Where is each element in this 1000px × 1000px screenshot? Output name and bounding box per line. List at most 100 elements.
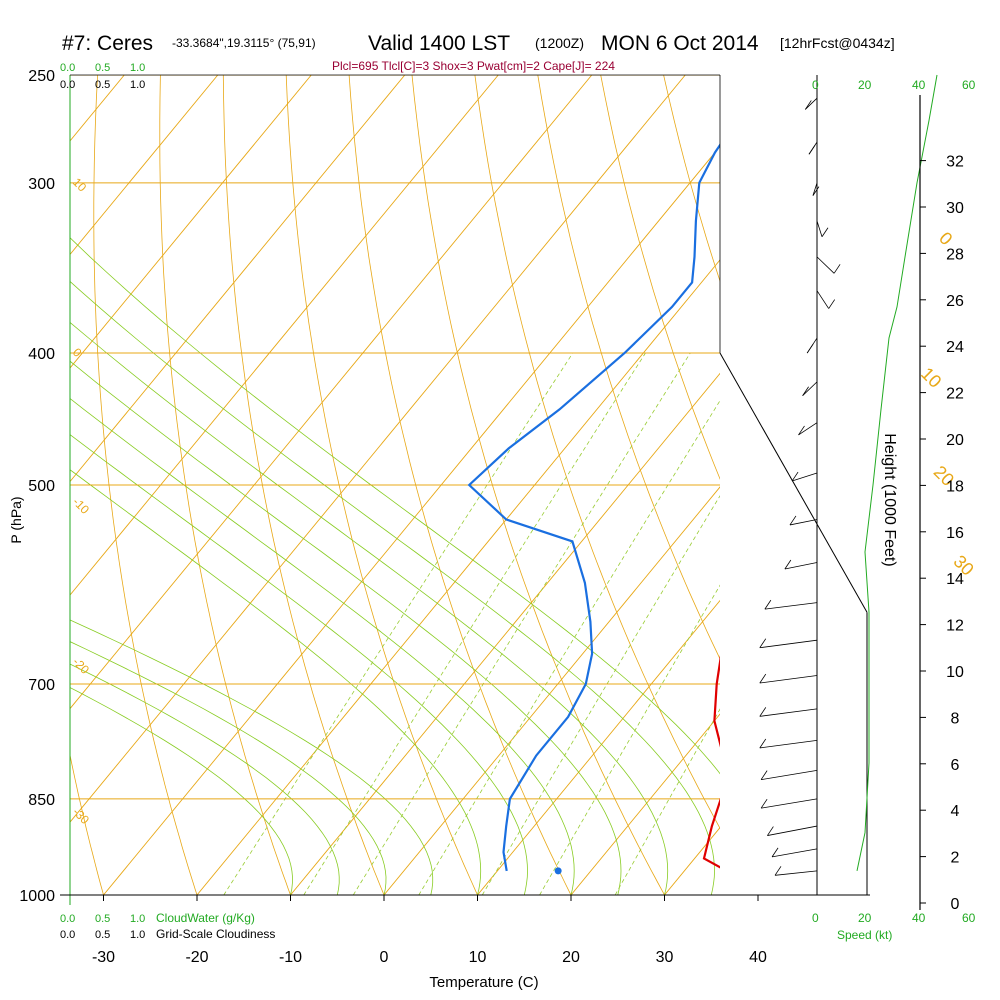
moist-adiabat-line — [70, 687, 293, 895]
y-axis-label: P (hPa) — [8, 496, 24, 543]
moist-adiabat-line — [70, 619, 434, 895]
wind-barb-flag — [789, 515, 797, 526]
cloud-tick-top-green-0: 0.0 — [60, 62, 75, 74]
mixing-ratio-label: 2 — [304, 900, 320, 916]
speed-tick-top-1: 20 — [858, 78, 872, 92]
height-tick-label: 12 — [946, 618, 964, 635]
mixing-ratio-line — [539, 584, 720, 895]
x-tick-label: 10 — [469, 949, 487, 966]
x-tick-label: 30 — [656, 949, 674, 966]
wind-barb — [816, 290, 830, 309]
height-tick-label: 6 — [951, 757, 960, 774]
cloud-tick-top-green-1: 0.5 — [95, 62, 110, 74]
speed-tick-bottom-0: 0 — [812, 911, 819, 925]
pressure-tick-label: 700 — [28, 677, 55, 694]
mixing-ratio-line — [223, 352, 574, 895]
dry-adiabat-line — [600, 75, 720, 480]
cloud-tick-top-black-2: 1.0 — [130, 79, 145, 91]
wind-barb — [791, 472, 818, 482]
wind-barb-flag — [812, 186, 820, 196]
isotherm-label: 10 — [917, 363, 945, 391]
mixing-ratio-line — [481, 495, 720, 895]
speed-tick-bottom-1: 20 — [858, 911, 872, 925]
dry-adiabat-line — [474, 75, 720, 830]
x-axis-label: Temperature (C) — [429, 974, 538, 991]
mixing-ratio-line — [418, 399, 720, 895]
cloud-tick-bottom-green-2: 1.0 — [130, 913, 145, 925]
wind-barb-flag — [764, 599, 772, 610]
forecast-label: [12hrFcst@0434z] — [780, 35, 895, 51]
isotherm-line — [70, 75, 312, 369]
wind-barb-flag — [808, 145, 816, 155]
isotherm-line — [0, 75, 31, 895]
speed-label: Speed (kt) — [837, 928, 892, 942]
moist-adiabat-line — [70, 237, 720, 775]
height-tick-label: 10 — [946, 664, 964, 681]
moist-adiabat-line — [70, 321, 669, 895]
wind-barb-flag — [759, 673, 767, 684]
mixing-ratio-label: 5 — [420, 900, 436, 916]
wind-barb-flag — [802, 386, 809, 396]
x-tick-label: -20 — [185, 949, 208, 966]
mixing-ratio-label: 8 — [482, 900, 498, 916]
mixing-ratio-line — [352, 352, 691, 895]
pressure-tick-label: 250 — [28, 68, 55, 85]
wind-barb-flag — [821, 227, 829, 237]
x-tick-label: -10 — [279, 949, 302, 966]
cloudwater-label: CloudWater (g/Kg) — [156, 911, 255, 925]
wind-barb-flag — [759, 638, 767, 648]
height-tick-label: 14 — [946, 571, 964, 588]
height-tick-label: 8 — [951, 710, 960, 727]
x-tick-label: -30 — [92, 949, 115, 966]
isotherm-line — [477, 599, 720, 895]
x-tick-label: 40 — [749, 949, 767, 966]
wind-barb-flag — [784, 559, 792, 570]
isotherm-label: -30 — [70, 805, 92, 827]
speed-tick-top-0: 0 — [812, 78, 819, 92]
date-label: MON 6 Oct 2014 — [601, 32, 759, 55]
wind-barb — [816, 256, 835, 274]
dry-adiabat-line — [411, 75, 665, 895]
mixing-ratio-label: 12 — [540, 895, 561, 916]
height-tick-label: 2 — [951, 850, 960, 867]
pressure-tick-label: 300 — [28, 176, 55, 193]
wind-barb — [771, 848, 818, 858]
moist-adiabat-line — [70, 360, 622, 895]
pressure-tick-label: 400 — [28, 346, 55, 363]
x-tick-label: 0 — [380, 949, 389, 966]
isotherm-label: -10 — [70, 495, 92, 517]
isotherm-line — [383, 486, 720, 895]
station-coords: -33.3684",19.3115° (75,91) — [172, 36, 316, 50]
wind-barb — [767, 825, 818, 836]
wind-barb-flag — [798, 425, 805, 436]
pressure-tick-label: 1000 — [19, 888, 55, 905]
wind-barb — [761, 769, 818, 781]
height-tick-label: 26 — [946, 293, 964, 310]
wind-barb — [761, 798, 818, 809]
cloud-tick-bottom-black-2: 1.0 — [130, 929, 145, 941]
moist-adiabat-line — [70, 280, 715, 895]
wind-barb-flag — [760, 798, 768, 809]
wind-barb-flag — [833, 264, 841, 274]
series-layer — [467, 143, 720, 875]
mixing-ratio-label: 3 — [356, 900, 372, 916]
cloud-tick-bottom-black-1: 0.5 — [95, 929, 110, 941]
wind-barb — [805, 97, 818, 110]
wind-barb — [802, 381, 818, 397]
surface-dewpoint-marker — [554, 867, 562, 875]
zulu-time: (1200Z) — [535, 35, 584, 51]
wind-barb-flag — [759, 738, 767, 749]
cloudiness-label: Grid-Scale Cloudiness — [156, 927, 275, 941]
wind-barb — [759, 708, 818, 717]
wind-barb — [759, 740, 818, 749]
wind-barb-flag — [828, 299, 836, 309]
wind-barb-flag — [791, 471, 799, 482]
wind-barb-flag — [767, 826, 774, 836]
height-tick-label: 16 — [946, 525, 964, 542]
wind-barb-flag — [806, 343, 814, 354]
height-tick-label: 28 — [946, 246, 964, 263]
height-tick-label: 22 — [946, 386, 964, 403]
isotherm-line — [70, 75, 406, 483]
wind-barb — [764, 602, 818, 610]
height-tick-label: 18 — [946, 478, 964, 495]
